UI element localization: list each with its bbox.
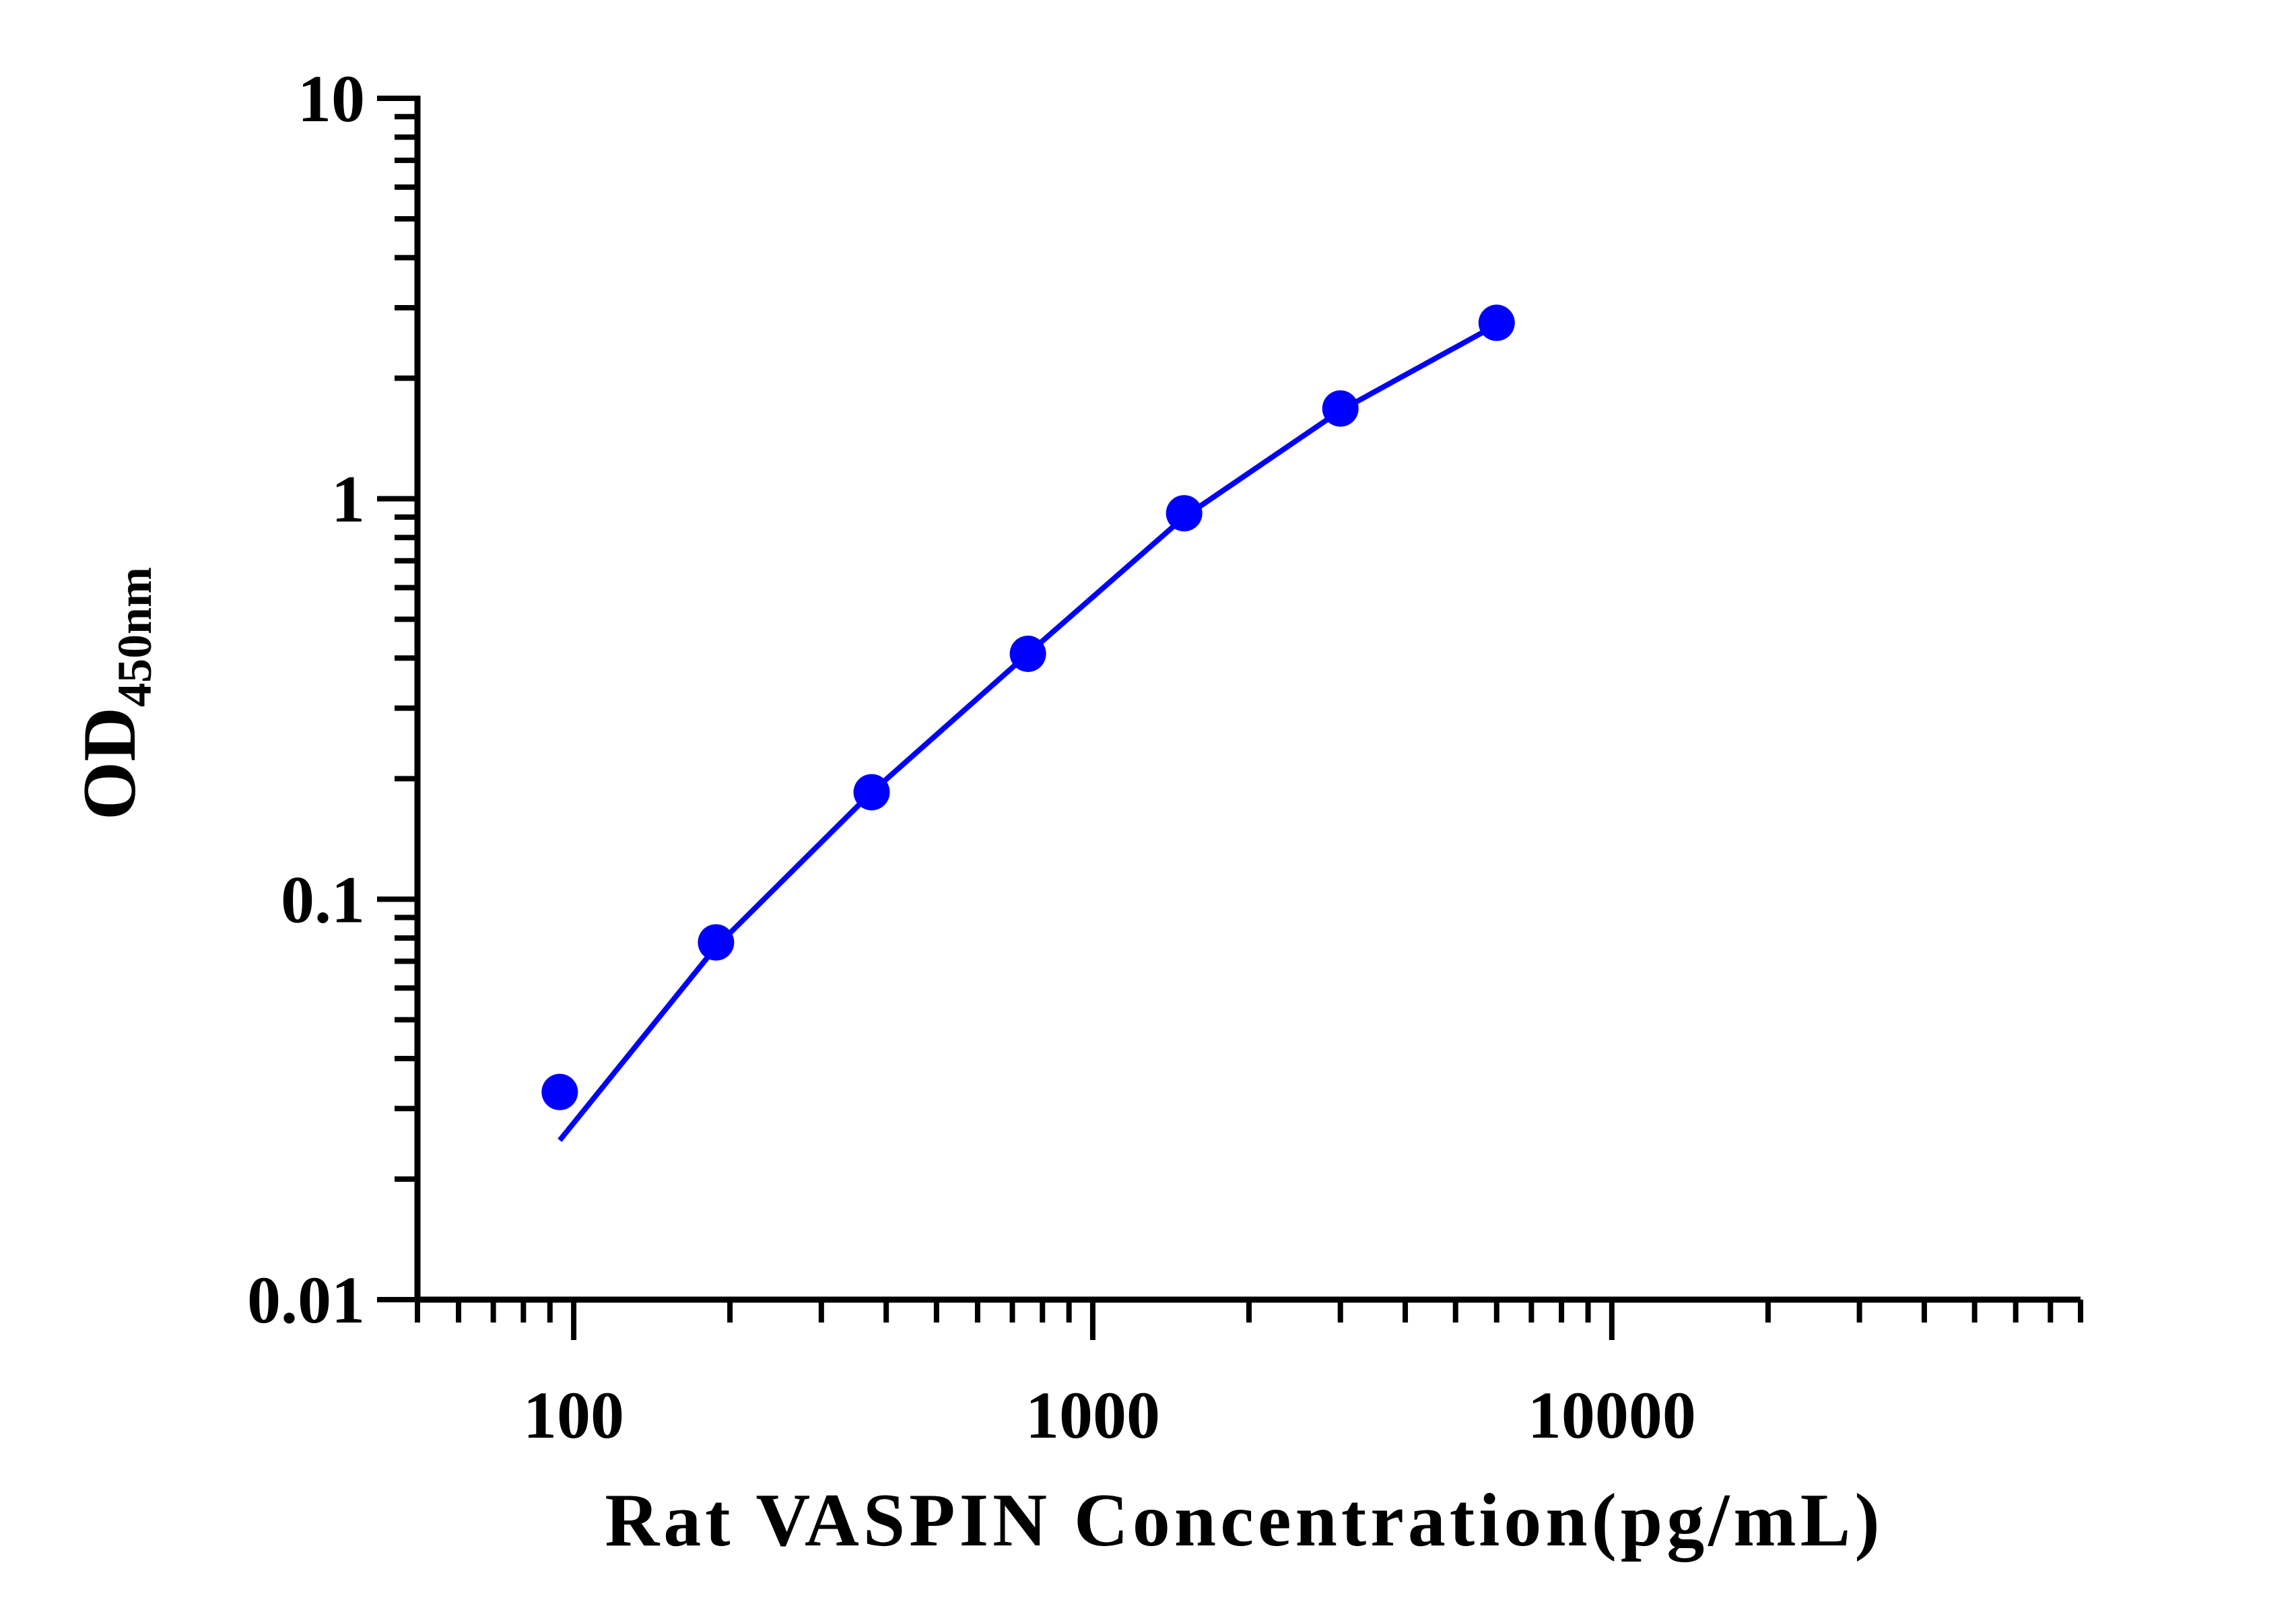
x-axis-title: Rat VASPIN Concentration(pg/mL) [605, 1479, 1883, 1562]
y-tick-label: 1 [331, 462, 365, 537]
y-tick-label: 0.01 [247, 1263, 365, 1337]
y-axis-title-main: OD [68, 707, 151, 820]
y-axis-title-subscript: 450nm [108, 567, 162, 707]
data-point [1009, 635, 1046, 672]
data-point [698, 924, 735, 961]
x-tick-label: 100 [523, 1378, 624, 1452]
data-point [1478, 304, 1515, 341]
fit-line-group [558, 322, 1498, 1142]
y-axis-title: OD450nm [68, 567, 162, 820]
fit-line [558, 322, 1498, 1142]
data-point [541, 1073, 578, 1110]
data-point [1322, 390, 1359, 427]
data-point [1166, 495, 1203, 532]
axes: 0.01 0.1 1 10 100 1000 10000 [247, 61, 2083, 1452]
y-tick-label: 10 [298, 61, 365, 136]
x-tick-label: 10000 [1528, 1378, 1696, 1452]
x-tick-label: 1000 [1025, 1378, 1160, 1452]
data-point [853, 774, 890, 811]
y-tick-label: 0.1 [281, 862, 365, 937]
data-points [541, 304, 1515, 1110]
